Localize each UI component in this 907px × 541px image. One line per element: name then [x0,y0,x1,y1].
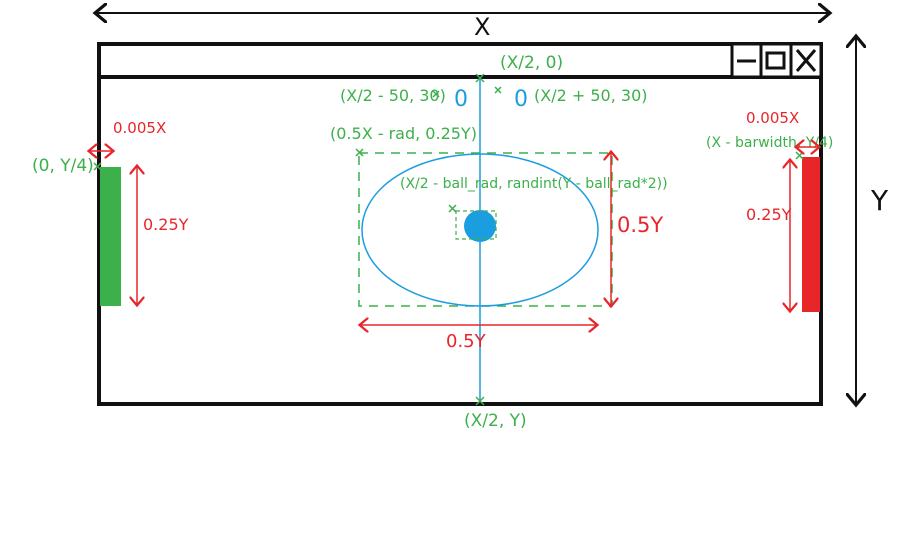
left-bar-label: (0, Y/4) [32,156,94,176]
left-bar-marker [93,162,102,171]
right-bar-width-label: 0.005X [746,109,799,127]
ball [464,210,496,242]
ellipse-corner-marker [355,148,364,157]
center-ellipse [361,153,599,307]
bottom-center-label: (X/2, Y) [464,411,527,431]
width-label: X [474,13,490,41]
height-label: Y [870,184,889,217]
ball-start-label: (X/2 - ball_rad, randint(Y - ball_rad*2)… [400,176,668,192]
ball-bounding-box [455,210,497,240]
right-bar-height-label: 0.25Y [746,205,792,224]
left-score-label: (X/2 - 50, 30) [340,86,446,105]
left-score: 0 [454,87,468,112]
right-bar-marker [795,151,804,160]
right-paddle [802,157,820,312]
left-paddle [100,167,121,306]
top-center-marker [475,73,485,83]
right-score-marker [494,86,502,94]
ellipse-corner-label: (0.5X - rad, 0.25Y) [330,124,477,143]
ball-start-marker [448,204,457,213]
right-score: 0 [514,87,528,112]
bottom-center-marker [475,396,485,406]
ellipse-width-label: 0.5Y [446,331,487,352]
right-score-label: (X/2 + 50, 30) [534,86,647,105]
width-dimension: X [97,13,828,41]
left-bar-width-label: 0.005X [113,119,166,137]
window-frame [97,42,823,406]
maximize-icon[interactable] [759,42,793,79]
height-dimension: Y [856,38,889,403]
right-bar-label: (X - barwidth, Y/4) [706,135,833,151]
top-center-label: (X/2, 0) [500,53,563,73]
game-window [97,42,823,406]
close-icon[interactable] [789,42,823,79]
ellipse-height-label: 0.5Y [617,213,663,237]
minimize-icon[interactable] [730,42,763,79]
left-score-marker [432,90,440,98]
left-bar-height-label: 0.25Y [143,215,189,234]
